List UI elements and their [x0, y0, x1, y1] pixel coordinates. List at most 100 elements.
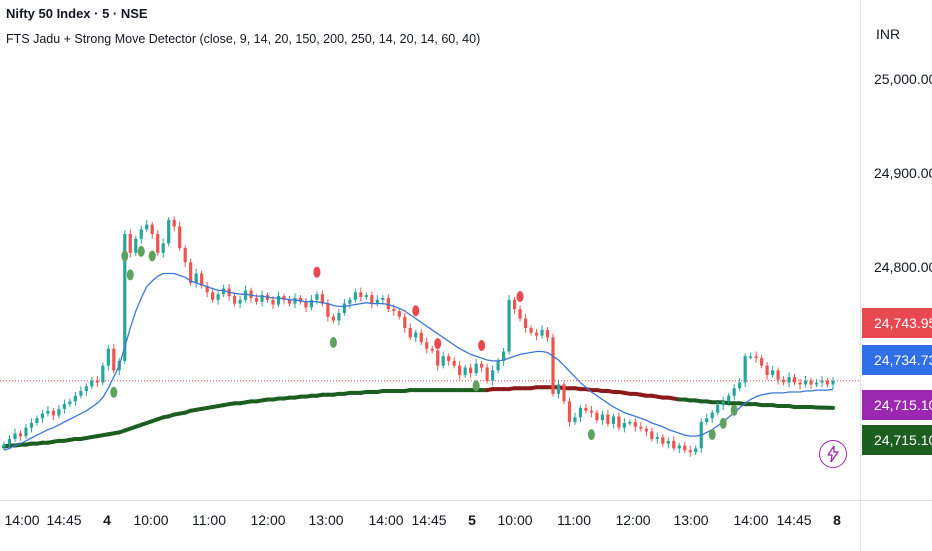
candle: [497, 361, 500, 370]
candle: [831, 381, 834, 385]
candle: [101, 366, 104, 383]
candle: [156, 234, 159, 253]
buy-signal-marker: [588, 429, 595, 440]
time-tick: 8: [833, 512, 841, 528]
candle: [738, 383, 741, 389]
candle: [486, 368, 489, 381]
candle: [793, 377, 796, 383]
candle: [733, 388, 736, 396]
candle: [310, 300, 313, 308]
price-chart[interactable]: [0, 0, 860, 500]
candle: [595, 413, 598, 421]
candle: [343, 304, 346, 313]
candle: [57, 409, 60, 416]
candle: [667, 441, 670, 444]
symbol-title[interactable]: Nifty 50 Index · 5 · NSE: [6, 6, 148, 21]
candle: [562, 384, 565, 401]
ema-fast-line: [4, 274, 833, 451]
candle: [52, 411, 55, 416]
candle: [513, 300, 516, 309]
buy-signal-marker: [473, 380, 480, 391]
candle: [293, 298, 296, 304]
candle: [678, 446, 681, 449]
lightning-bolt-glyph: [827, 446, 839, 462]
candle: [370, 295, 373, 303]
currency-label[interactable]: INR: [876, 26, 900, 42]
candle: [623, 423, 626, 428]
candle: [271, 300, 274, 305]
candle: [2, 445, 5, 448]
candle: [85, 386, 88, 391]
candle: [727, 396, 730, 402]
candle: [425, 342, 428, 349]
candle: [403, 317, 406, 328]
candle: [96, 381, 99, 383]
candle: [711, 413, 714, 419]
candle: [551, 337, 554, 393]
candle: [244, 290, 247, 299]
candle: [134, 239, 137, 253]
candle: [601, 415, 604, 421]
candle: [694, 448, 697, 452]
time-tick: 13:00: [673, 512, 708, 528]
candle: [579, 408, 582, 417]
sell-signal-marker: [478, 340, 485, 351]
buy-signal-marker: [110, 387, 117, 398]
candle: [787, 377, 790, 383]
candle: [661, 437, 664, 444]
candle: [447, 356, 450, 361]
candle: [387, 298, 390, 309]
candle: [436, 351, 439, 366]
candle: [392, 309, 395, 311]
time-tick: 14:00: [368, 512, 403, 528]
buy-signal-marker: [121, 251, 128, 262]
candle: [760, 358, 763, 366]
candle: [475, 364, 478, 373]
price-tick-24800: 24,800.00: [874, 259, 932, 275]
candle: [24, 428, 27, 436]
candle: [326, 304, 329, 317]
ema-slow-price-label: 24,715.10: [862, 425, 932, 455]
candle: [8, 439, 11, 445]
sell-signal-marker: [412, 305, 419, 316]
candle: [535, 333, 538, 336]
time-tick: 14:45: [411, 512, 446, 528]
candle: [354, 292, 357, 300]
candle: [332, 317, 335, 321]
candle: [74, 396, 77, 402]
candle: [480, 364, 483, 368]
candle: [381, 298, 384, 300]
candle: [46, 411, 49, 414]
candle: [112, 349, 115, 371]
candle: [249, 290, 252, 298]
sell-signal-marker: [517, 291, 524, 302]
buy-signal-marker: [127, 269, 134, 280]
candle: [184, 248, 187, 262]
buy-signal-marker: [330, 337, 337, 348]
candle: [420, 333, 423, 342]
time-tick: 11:00: [192, 512, 226, 528]
time-tick: 14:45: [46, 512, 81, 528]
candle: [398, 311, 401, 317]
candle: [41, 414, 44, 419]
candle: [634, 422, 637, 427]
candle: [722, 401, 725, 405]
chart-pane[interactable]: [0, 0, 860, 500]
candle: [359, 292, 362, 297]
time-tick: 11:00: [557, 512, 591, 528]
candle: [414, 333, 417, 338]
candle: [766, 366, 769, 375]
indicator-title[interactable]: FTS Jadu + Strong Move Detector (close, …: [6, 32, 480, 46]
candle: [30, 423, 33, 428]
candle: [617, 416, 620, 427]
candle: [645, 429, 648, 432]
candle: [716, 405, 719, 413]
candle: [178, 227, 181, 249]
candle: [744, 356, 747, 382]
candle: [409, 328, 412, 337]
candle: [820, 381, 823, 383]
candle: [771, 370, 774, 375]
candle: [35, 418, 38, 423]
candle: [524, 319, 527, 328]
lightning-bolt-icon[interactable]: [819, 440, 847, 468]
